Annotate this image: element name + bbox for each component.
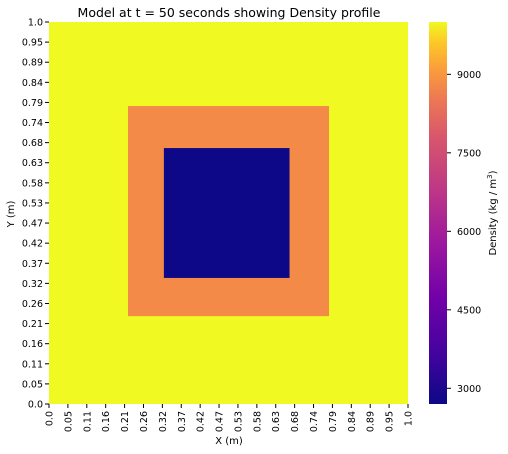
x-tick-label: 0.11 bbox=[82, 411, 93, 432]
y-tick-label: 0.58 bbox=[22, 178, 43, 189]
y-tick-label: 0.32 bbox=[22, 279, 43, 290]
x-tick-label: 0.79 bbox=[328, 411, 339, 432]
x-tick-label: 0.58 bbox=[252, 411, 263, 432]
colorbar-label-end: ) bbox=[488, 170, 499, 174]
colorbar-label: Density (kg / m3) bbox=[486, 170, 499, 255]
colorbar-label-main: Density (kg / m bbox=[488, 179, 499, 256]
x-tick-label: 1.0 bbox=[404, 411, 415, 426]
y-tick-label: 0.47 bbox=[22, 219, 43, 230]
y-tick-label: 0.21 bbox=[22, 319, 43, 330]
x-tick-label: 0.63 bbox=[271, 411, 282, 432]
heatmap-plot-area bbox=[49, 22, 408, 404]
x-tick-label: 0.89 bbox=[366, 411, 377, 432]
colorbar-tick-label: 9000 bbox=[457, 70, 481, 81]
y-tick-label: 1.0 bbox=[28, 18, 43, 29]
colorbar-ticks: 3000 4500 6000 7500 9000 bbox=[447, 70, 481, 395]
x-tick-label: 0.68 bbox=[290, 411, 301, 432]
x-tick-label: 0.32 bbox=[158, 411, 169, 432]
y-tick-label: 0.16 bbox=[22, 339, 43, 350]
y-tick-label: 0.0 bbox=[28, 400, 43, 411]
x-tick-label: 0.53 bbox=[233, 411, 244, 432]
y-tick-label: 0.74 bbox=[22, 118, 43, 129]
y-axis-ticks: 1.0 0.95 0.89 0.84 0.79 0.74 0.68 0.63 0.58 0.53 0… bbox=[22, 18, 49, 411]
colorbar-tick-label: 4500 bbox=[457, 305, 481, 316]
x-tick-label: 0.47 bbox=[215, 411, 226, 432]
y-tick-label: 0.37 bbox=[22, 259, 43, 270]
colorbar-tick-label: 7500 bbox=[457, 148, 481, 159]
x-tick-label: 0.84 bbox=[347, 411, 358, 432]
y-tick-label: 0.05 bbox=[22, 379, 43, 390]
y-tick-label: 0.84 bbox=[22, 78, 43, 89]
x-tick-label: 0.05 bbox=[63, 411, 74, 432]
x-tick-label: 0.21 bbox=[120, 411, 131, 432]
x-tick-label: 0.0 bbox=[45, 411, 56, 426]
x-axis-label: X (m) bbox=[215, 436, 243, 447]
x-tick-label: 0.95 bbox=[385, 411, 396, 432]
x-tick-label: 0.42 bbox=[196, 411, 207, 432]
colorbar-tick-label: 3000 bbox=[457, 384, 481, 395]
colorbar-tick-label: 6000 bbox=[457, 227, 481, 238]
x-tick-label: 0.26 bbox=[139, 411, 150, 432]
heatmap-region-inner-square bbox=[163, 148, 290, 278]
y-tick-label: 0.11 bbox=[22, 359, 43, 370]
y-tick-label: 0.26 bbox=[22, 299, 43, 310]
chart-title: Model at t = 50 seconds showing Density … bbox=[78, 5, 381, 20]
y-axis-label: Y (m) bbox=[6, 200, 17, 228]
y-tick-label: 0.95 bbox=[22, 38, 43, 49]
x-tick-label: 0.74 bbox=[309, 411, 320, 432]
colorbar-label-superscript: 3 bbox=[486, 174, 494, 178]
y-tick-label: 0.89 bbox=[22, 58, 43, 69]
y-tick-label: 0.42 bbox=[22, 239, 43, 250]
x-axis-ticks: 0.0 0.05 0.11 0.16 0.21 0.26 0.32 0.37 0.42 0.47 0… bbox=[45, 404, 415, 432]
y-tick-label: 0.68 bbox=[22, 138, 43, 149]
colorbar bbox=[429, 22, 447, 404]
y-tick-label: 0.63 bbox=[22, 158, 43, 169]
x-tick-label: 0.37 bbox=[177, 411, 188, 432]
y-tick-label: 0.79 bbox=[22, 98, 43, 109]
x-tick-label: 0.16 bbox=[101, 411, 112, 432]
y-tick-label: 0.53 bbox=[22, 198, 43, 209]
